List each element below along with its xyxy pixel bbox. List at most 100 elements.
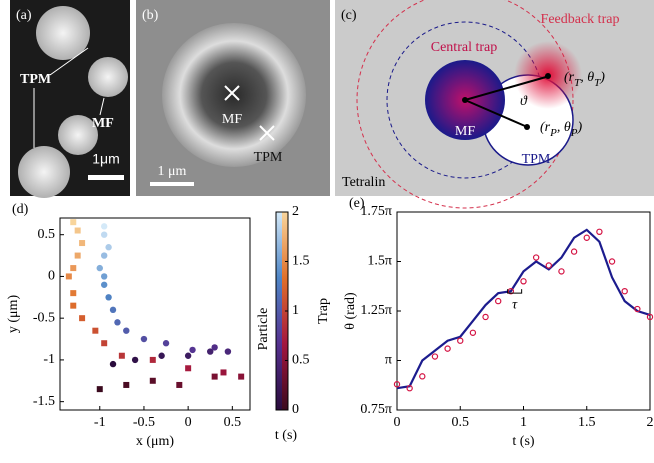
label: Feedback trap	[541, 12, 620, 27]
y-tick-label: π	[385, 353, 392, 368]
trap-point	[470, 330, 475, 335]
panel-c: (c) Feedback trap Central trap MF TPM Te…	[335, 0, 654, 208]
panel-a: (a) TPM MF 1μm	[10, 0, 130, 198]
trap-point	[597, 229, 602, 234]
trap-point	[123, 382, 129, 388]
particle-point	[101, 223, 107, 229]
trap-point	[70, 265, 76, 271]
trap-point	[420, 374, 425, 379]
colorbar-label: t (s)	[275, 428, 298, 443]
dot	[524, 124, 530, 130]
particle-point	[101, 252, 107, 258]
panel-b: (b) MF TPM 1 μm	[136, 0, 330, 196]
label: Tetralin	[342, 175, 385, 190]
trap-point	[534, 255, 539, 260]
trap-point	[445, 346, 450, 351]
particle-point	[101, 282, 107, 288]
particle-point	[163, 340, 169, 346]
label: TPM	[20, 72, 51, 87]
colorbar-tick-label: 1.5	[292, 254, 310, 269]
trap-point	[176, 382, 182, 388]
trap-point	[150, 357, 156, 363]
trap-point	[622, 289, 627, 294]
colorbar	[276, 212, 282, 410]
y-axis-label: θ (rad)	[343, 292, 358, 330]
scale-label: 1 μm	[158, 164, 187, 179]
trap-point	[572, 249, 577, 254]
particle-point	[225, 348, 231, 354]
y-tick-label: 1.75π	[360, 204, 392, 219]
y-tick-label: 1.25π	[360, 303, 392, 318]
particle-point	[158, 353, 164, 359]
x-axis-label: t (s)	[512, 434, 535, 449]
particle-point	[132, 357, 138, 363]
label: ϑ	[520, 94, 528, 109]
label: MF	[92, 116, 114, 131]
y-tick-label: 0.75π	[360, 402, 392, 417]
trap-point	[220, 369, 226, 375]
y-tick-label: -0.5	[33, 310, 55, 325]
particle-point	[123, 327, 129, 333]
x-tick-label: 0	[185, 415, 192, 430]
label: TPM	[254, 150, 283, 165]
y-tick-label: 0.5	[38, 227, 56, 242]
trap-point	[483, 314, 488, 319]
particle-point	[185, 353, 191, 359]
particle-image	[18, 146, 70, 198]
colorbar-tick-label: 1	[292, 303, 299, 318]
colorbar-name: Particle	[256, 308, 271, 351]
scale-label: 1μm	[92, 151, 120, 167]
particle-point	[211, 344, 217, 350]
panel-label: (d)	[12, 202, 29, 217]
scale-bar	[88, 175, 124, 180]
particle-point	[114, 319, 120, 325]
particle-point	[110, 307, 116, 313]
x-axis-label: x (μm)	[136, 434, 175, 449]
trap-point	[66, 273, 72, 279]
trap-point	[92, 328, 98, 334]
trap-point	[119, 353, 125, 359]
x-tick-label: 0.5	[224, 415, 242, 430]
x-tick-label: -0.5	[133, 415, 155, 430]
colorbar-tick-label: 0.5	[292, 353, 310, 368]
figure: (a) TPM MF 1μm (b) MF TPM 1 μm (c) Feedb…	[0, 0, 654, 463]
particle-point	[105, 244, 111, 250]
x-tick-label: 0	[394, 415, 401, 430]
trap-point	[609, 259, 614, 264]
y-tick-label: 0	[48, 269, 55, 284]
trap-point	[458, 338, 463, 343]
x-tick-label: 2	[647, 415, 654, 430]
particle-point	[189, 347, 195, 353]
colorbar-name: Trap	[316, 298, 331, 324]
trap-point	[101, 340, 107, 346]
trap-point	[70, 219, 76, 225]
colorbar-tick-label: 2	[292, 204, 299, 219]
trap-point	[150, 378, 156, 384]
trap-point	[559, 269, 564, 274]
y-tick-label: -1	[43, 352, 55, 367]
trap-point	[521, 279, 526, 284]
y-axis-label: y (μm)	[6, 295, 21, 334]
scale-bar	[150, 182, 194, 186]
dot	[462, 97, 468, 103]
particle-point	[101, 273, 107, 279]
particle-point	[141, 336, 147, 342]
panel-label: (a)	[16, 8, 32, 23]
annotation: τ	[512, 297, 518, 312]
particle-point	[101, 231, 107, 237]
particle-point	[105, 294, 111, 300]
trap-point	[70, 303, 76, 309]
trap-point	[185, 365, 191, 371]
trap-point	[432, 354, 437, 359]
trap-point	[584, 235, 589, 240]
trap-point	[75, 253, 81, 259]
x-tick-label: 0.5	[452, 415, 470, 430]
y-tick-label: -1.5	[33, 394, 55, 409]
trap-point	[238, 374, 244, 380]
particle-point	[97, 265, 103, 271]
trap-point	[546, 263, 551, 268]
label: MF	[222, 112, 242, 127]
trap-point	[97, 386, 103, 392]
dot	[545, 73, 551, 79]
trap-point	[70, 290, 76, 296]
